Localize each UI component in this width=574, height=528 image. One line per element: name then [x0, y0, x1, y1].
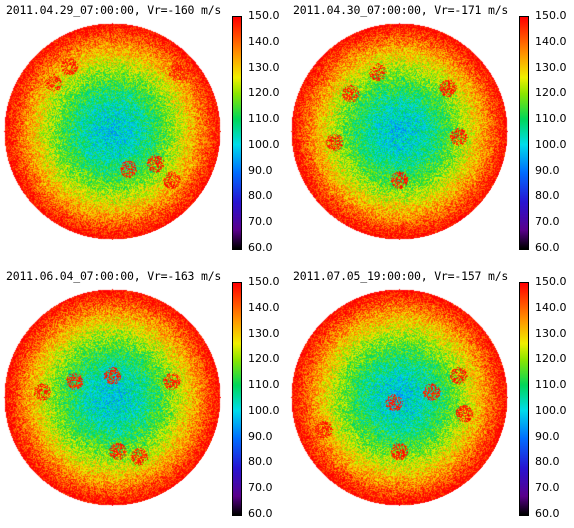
colorbar-tick-label: 100.0 — [535, 137, 567, 151]
colorbar-tick-label: 130.0 — [248, 326, 280, 340]
colorbar-tick-label: 70.0 — [248, 481, 273, 495]
colorbar-tick-label: 140.0 — [248, 300, 280, 314]
colorbar-tick-label: 150.0 — [535, 9, 567, 22]
colorbar-tick-label: 60.0 — [248, 507, 273, 520]
colorbar-tick-label: 150.0 — [248, 275, 280, 288]
colorbar — [519, 16, 529, 250]
colorbar-tick-label: 150.0 — [248, 9, 280, 22]
colorbar-tick-label: 150.0 — [535, 275, 567, 288]
colorbar-tick-label: 90.0 — [248, 429, 273, 443]
panel-1: 2011.04.29_07:00:00, Vr=-160 m/s 150.0 14… — [0, 0, 287, 262]
colorbar-tick-label: 80.0 — [248, 455, 273, 469]
colorbar-tick-label: 100.0 — [248, 403, 280, 417]
panel-4: 2011.07.05_19:00:00, Vr=-157 m/s 150.0 14… — [287, 266, 574, 528]
colorbar — [232, 282, 242, 516]
colorbar-tick-label: 80.0 — [535, 189, 560, 203]
colorbar-tick-label: 90.0 — [535, 429, 560, 443]
colorbar-tick-label: 120.0 — [535, 86, 567, 100]
colorbar-tick-label: 130.0 — [535, 326, 567, 340]
colorbar-tick-label: 110.0 — [248, 112, 280, 126]
colorbar — [232, 16, 242, 250]
colorbar-tick-label: 100.0 — [535, 403, 567, 417]
colorbar-tick-label: 70.0 — [535, 481, 560, 495]
colorbar-tick-label: 70.0 — [248, 215, 273, 229]
panel-title: 2011.07.05_19:00:00, Vr=-157 m/s — [293, 269, 509, 283]
colorbar-tick-label: 140.0 — [535, 34, 567, 48]
panel-title: 2011.06.04_07:00:00, Vr=-163 m/s — [6, 269, 222, 283]
colorbar-tick-label: 60.0 — [535, 507, 560, 520]
solar-disk-image — [290, 288, 508, 506]
solar-disk-image — [290, 22, 508, 240]
panel-title: 2011.04.29_07:00:00, Vr=-160 m/s — [6, 3, 222, 17]
colorbar-tick-label: 140.0 — [248, 34, 280, 48]
colorbar-tick-label: 90.0 — [248, 163, 273, 177]
colorbar-tick-label: 80.0 — [248, 189, 273, 203]
panel-2: 2011.04.30_07:00:00, Vr=-171 m/s 150.0 14… — [287, 0, 574, 262]
solar-disk-image — [3, 22, 221, 240]
colorbar-tick-label: 80.0 — [535, 455, 560, 469]
colorbar-tick-label: 120.0 — [248, 86, 280, 100]
colorbar-tick-label: 130.0 — [248, 60, 280, 74]
colorbar-tick-label: 110.0 — [535, 112, 567, 126]
colorbar-tick-label: 110.0 — [535, 378, 567, 392]
colorbar-tick-label: 140.0 — [535, 300, 567, 314]
colorbar-tick-label: 100.0 — [248, 137, 280, 151]
solar-disk-image — [3, 288, 221, 506]
colorbar-tick-label: 90.0 — [535, 163, 560, 177]
colorbar-tick-label: 120.0 — [248, 352, 280, 366]
panel-3: 2011.06.04_07:00:00, Vr=-163 m/s 150.0 14… — [0, 266, 287, 528]
colorbar-tick-label: 110.0 — [248, 378, 280, 392]
colorbar-tick-label: 60.0 — [248, 241, 273, 254]
colorbar-tick-label: 130.0 — [535, 60, 567, 74]
colorbar — [519, 282, 529, 516]
colorbar-tick-label: 120.0 — [535, 352, 567, 366]
colorbar-tick-label: 70.0 — [535, 215, 560, 229]
colorbar-tick-label: 60.0 — [535, 241, 560, 254]
panel-title: 2011.04.30_07:00:00, Vr=-171 m/s — [293, 3, 509, 17]
